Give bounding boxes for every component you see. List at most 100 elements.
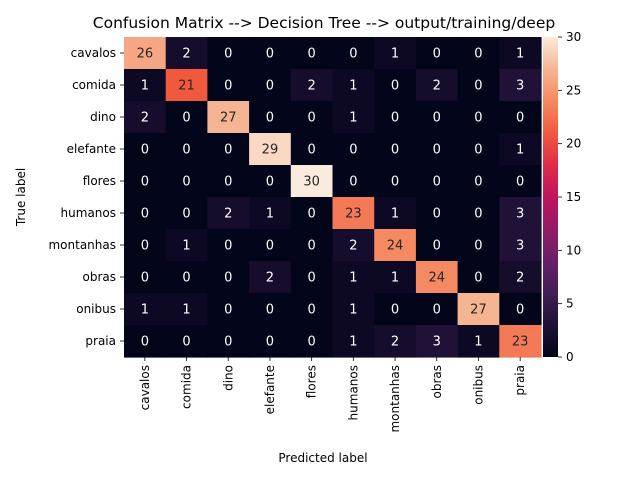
cell-value-label: 26 [137, 47, 154, 62]
cell-value-label: 2 [391, 335, 399, 350]
heatmap-cell [499, 261, 542, 294]
cell-value-label: 3 [516, 207, 524, 222]
x-tick-label: cavalos [138, 365, 152, 410]
chart-title: Confusion Matrix --> Decision Tree --> o… [93, 14, 555, 32]
heatmap-cell [415, 293, 459, 326]
colorbar-tick-label: 15 [566, 190, 581, 204]
y-tick-label: obras [83, 270, 117, 284]
heatmap-cell [415, 197, 459, 230]
cell-value-label: 0 [433, 111, 441, 126]
heatmap-cell [374, 197, 417, 230]
cell-value-label: 1 [141, 79, 149, 94]
cell-value-label: 0 [266, 303, 274, 318]
cell-value-label: 0 [141, 271, 149, 286]
cell-value-label: 1 [141, 303, 149, 318]
heatmap-cell [415, 325, 459, 358]
x-tick-label: onibus [471, 365, 485, 405]
cell-value-label: 0 [391, 143, 399, 158]
heatmap-cell [290, 261, 334, 294]
heatmap-cell [457, 101, 500, 134]
heatmap-cell [499, 197, 542, 230]
y-tick-labels: cavalos comida dino elefante flores humanos mo… [48, 46, 124, 348]
cell-value-labels: 26 2 0 0 0 0 1 0 0 11 21 0 0 2 1 0 2 0 32 0 27 0 0 1 0 0 0 00 0 0 29 0 0… [137, 47, 529, 350]
cell-value-label: 0 [266, 239, 274, 254]
x-tick-label: dino [221, 365, 235, 391]
heatmap-cell [124, 37, 167, 70]
heatmap-cell [124, 69, 167, 102]
heatmap-cell [457, 165, 500, 198]
cell-value-label: 2 [266, 271, 274, 286]
cell-value-label: 29 [262, 143, 279, 158]
cell-value-label: 0 [474, 175, 482, 190]
x-tick-label: flores [305, 365, 319, 398]
heatmap-cell [249, 133, 292, 166]
heatmap-cell [124, 261, 167, 294]
cell-value-label: 0 [349, 175, 357, 190]
heatmap-cell [124, 165, 167, 198]
cell-value-label: 0 [182, 143, 190, 158]
cell-value-label: 0 [391, 111, 399, 126]
heatmap-cell [290, 165, 334, 198]
heatmap-cell [249, 197, 292, 230]
cell-value-label: 0 [182, 175, 190, 190]
x-tick-labels: cavalos comida dino elefante flores humanos mo… [138, 357, 527, 433]
cell-value-label: 2 [516, 271, 524, 286]
y-tick-label: comida [72, 78, 116, 92]
cell-value-label: 0 [224, 79, 232, 94]
cell-value-label: 1 [516, 143, 524, 158]
cell-value-label: 0 [308, 239, 316, 254]
cell-value-label: 2 [433, 79, 441, 94]
heatmap-cell [415, 37, 459, 70]
cell-value-label: 1 [391, 207, 399, 222]
heatmap-cell [249, 261, 292, 294]
cell-value-label: 1 [349, 303, 357, 318]
cell-value-label: 30 [303, 175, 320, 190]
heatmap-cell [332, 325, 375, 358]
heatmap-cell [457, 37, 500, 70]
heatmap-cell [290, 325, 334, 358]
x-tick-label: humanos [346, 365, 360, 420]
heatmap-cell [374, 69, 417, 102]
cell-value-label: 0 [433, 175, 441, 190]
heatmap-cell [249, 69, 292, 102]
cell-value-label: 0 [224, 239, 232, 254]
heatmap-cell [332, 261, 375, 294]
heatmap-cell [249, 37, 292, 70]
cell-value-label: 0 [266, 175, 274, 190]
heatmap-cell [207, 261, 250, 294]
heatmap-cell [249, 165, 292, 198]
heatmap-cell [332, 37, 375, 70]
cell-value-label: 0 [308, 207, 316, 222]
heatmap-cell [457, 325, 500, 358]
colorbar [543, 37, 558, 357]
heatmap-cell [290, 69, 334, 102]
cell-value-label: 0 [474, 271, 482, 286]
heatmap-cell [165, 261, 208, 294]
colorbar-tick-label: 20 [566, 137, 581, 151]
cell-value-label: 0 [266, 335, 274, 350]
cell-value-label: 0 [433, 207, 441, 222]
heatmap-cell [165, 69, 208, 102]
heatmap-cell [499, 101, 542, 134]
cell-value-label: 0 [308, 271, 316, 286]
cell-value-label: 0 [266, 79, 274, 94]
cell-value-label: 0 [516, 303, 524, 318]
y-axis-label: True label [14, 168, 28, 227]
heatmap-cell [415, 261, 459, 294]
heatmap-cell [332, 69, 375, 102]
heatmap-cell [290, 133, 334, 166]
heatmap-cell [249, 325, 292, 358]
cell-value-label: 1 [349, 111, 357, 126]
heatmap-cell [499, 133, 542, 166]
colorbar-tick-label: 30 [566, 30, 581, 44]
cell-value-label: 0 [391, 303, 399, 318]
heatmap-cell [332, 165, 375, 198]
colorbar-tick-label: 25 [566, 83, 581, 97]
cell-value-label: 0 [266, 47, 274, 62]
cell-value-label: 0 [224, 335, 232, 350]
heatmap-cell [457, 261, 500, 294]
x-tick-label: montanhas [388, 365, 402, 433]
x-tick-label: comida [180, 365, 194, 409]
heatmap-cell [374, 133, 417, 166]
cell-value-label: 0 [349, 47, 357, 62]
